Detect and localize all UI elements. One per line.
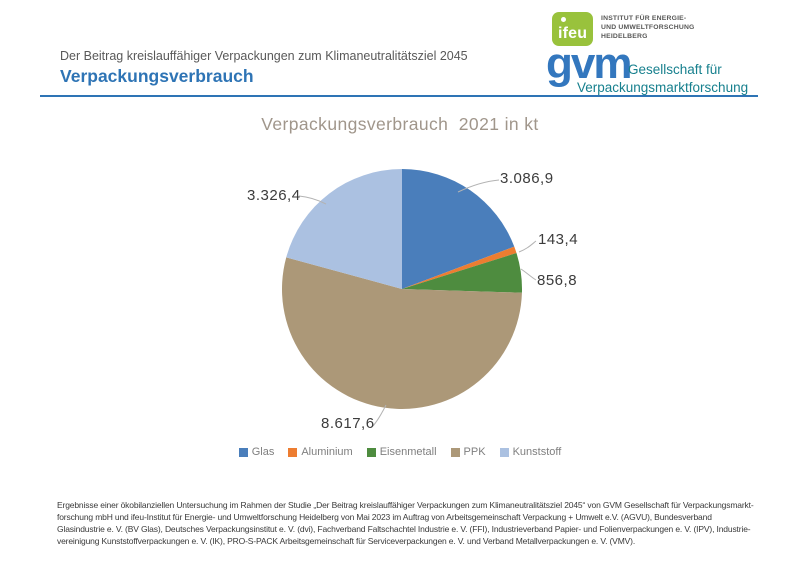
value-label-glas: 3.086,9 <box>500 170 554 187</box>
legend-label: Glas <box>251 446 275 458</box>
value-label-eisenmetall: 856,8 <box>537 272 578 289</box>
leader-line-eisenmetall <box>520 268 537 281</box>
legend-swatch-aluminium <box>288 448 298 457</box>
legend-swatch-eisenmetall <box>366 448 376 457</box>
legend-swatch-ppk <box>450 448 460 457</box>
gvm-caption-line1: Gesellschaft für <box>628 62 722 77</box>
study-title: Der Beitrag kreislauffähiger Verpackunge… <box>60 49 468 63</box>
chart-legend: Glas Aluminium Eisenmetall PPK Kunststof… <box>0 446 800 458</box>
value-label-ppk: 8.617,6 <box>321 415 375 432</box>
gvm-wordmark: gvm <box>546 39 632 88</box>
legend-item-kunststoff: Kunststoff <box>499 446 562 458</box>
ifeu-logo-dot-icon <box>561 17 566 22</box>
legend-item-glas: Glas <box>238 446 275 458</box>
pie-slices-group <box>281 169 522 409</box>
pie-slice-ppk <box>281 257 522 409</box>
legend-label: PPK <box>463 446 486 458</box>
chart-title: Verpackungsverbrauch 2021 in kt <box>261 114 539 134</box>
ifeu-caption-line: UND UMWELTFORSCHUNG <box>601 24 695 31</box>
footnote-line: Ergebnisse einer ökobilanziellen Untersu… <box>57 500 754 510</box>
legend-label: Aluminium <box>301 446 353 458</box>
legend-swatch-glas <box>238 448 248 457</box>
pie-slice-kunststoff <box>286 169 402 289</box>
leader-line-glas <box>457 179 500 193</box>
ifeu-caption: INSTITUT FÜR ENERGIE- UND UMWELTFORSCHUN… <box>601 14 695 41</box>
legend-label: Kunststoff <box>512 446 562 458</box>
header-divider <box>40 95 758 97</box>
footnote: Ergebnisse einer ökobilanziellen Untersu… <box>57 499 799 547</box>
leader-line-ppk <box>372 404 387 427</box>
ifeu-caption-line: HEIDELBERG <box>601 33 648 40</box>
legend-item-aluminium: Aluminium <box>288 446 353 458</box>
footnote-line: vereinigung Kunststoffverpackungen e. V.… <box>57 536 636 546</box>
gvm-caption-line2: Verpackungsmarktforschung <box>577 80 749 95</box>
value-label-aluminium: 143,4 <box>538 231 579 248</box>
footnote-line: Glasindustrie e. V. (BV Glas), Deutsches… <box>57 524 751 534</box>
pie-slice-glas <box>402 169 515 289</box>
leader-line-aluminium <box>518 240 537 253</box>
pie-slice-aluminium <box>402 246 517 289</box>
legend-label: Eisenmetall <box>379 446 437 458</box>
page-title: Verpackungsverbrauch <box>60 66 254 86</box>
pie-slice-eisenmetall <box>402 253 522 293</box>
legend-item-ppk: PPK <box>450 446 486 458</box>
ifeu-wordmark: ifeu <box>558 25 588 42</box>
legend-item-eisenmetall: Eisenmetall <box>366 446 437 458</box>
ifeu-logo: ifeu <box>552 12 593 46</box>
value-label-kunststoff: 3.326,4 <box>247 187 301 204</box>
legend-swatch-kunststoff <box>499 448 509 457</box>
leader-line-kunststoff <box>298 195 327 205</box>
footnote-line: forschung mbH und ifeu-Institut für Ener… <box>57 512 712 522</box>
ifeu-caption-line: INSTITUT FÜR ENERGIE- <box>601 15 687 22</box>
